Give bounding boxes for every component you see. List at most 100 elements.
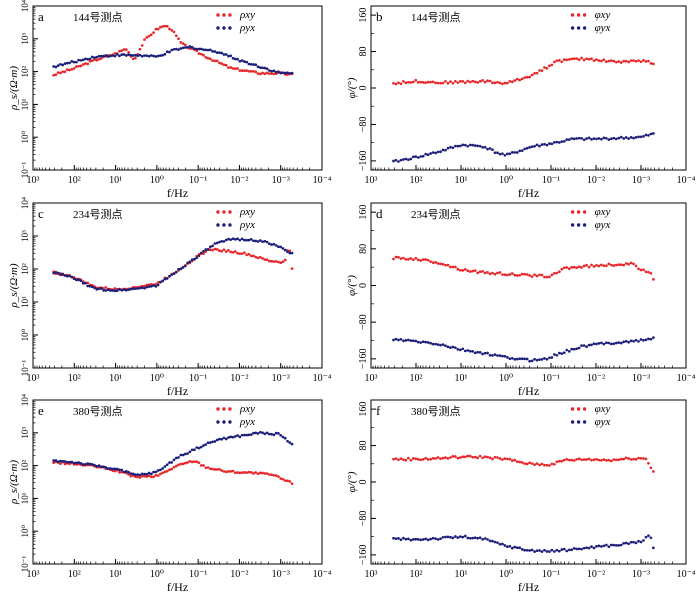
x-tick-label: 10⁰: [499, 373, 513, 384]
data-point: [243, 471, 246, 474]
data-point: [79, 59, 83, 62]
data-point: [190, 448, 194, 452]
data-point: [525, 75, 529, 79]
data-point: [634, 458, 638, 461]
data-point: [580, 136, 583, 140]
x-tick-label: 10⁻¹: [189, 175, 207, 186]
data-point: [523, 147, 527, 151]
data-point: [637, 456, 640, 460]
data-point: [652, 278, 655, 281]
data-point: [458, 456, 462, 459]
data-point: [404, 339, 408, 342]
data-point: [229, 54, 233, 58]
x-tick-label: 10⁻¹: [542, 569, 560, 580]
data-point: [240, 69, 244, 73]
data-point: [202, 53, 205, 57]
data-point: [283, 248, 287, 252]
data-point: [227, 237, 230, 241]
data-point: [434, 457, 437, 460]
data-point: [229, 470, 233, 473]
data-point: [199, 52, 203, 56]
data-point: [449, 145, 452, 149]
data-point: [258, 72, 262, 76]
data-point: [632, 540, 635, 544]
data-point: [481, 538, 484, 541]
data-point: [68, 68, 71, 72]
data-point: [143, 472, 146, 476]
data-point: [471, 455, 475, 459]
y-tick-label: 80: [358, 244, 369, 254]
data-point: [617, 341, 621, 344]
data-point: [208, 245, 212, 249]
data-point: [270, 243, 273, 246]
data-point: [172, 272, 176, 276]
data-point: [647, 270, 650, 274]
data-point: [454, 144, 457, 148]
legend-label: ρyx: [239, 219, 255, 231]
data-point: [431, 151, 435, 154]
data-point: [261, 240, 264, 244]
data-point: [436, 81, 440, 85]
data-point: [208, 441, 212, 444]
data-point: [421, 81, 425, 84]
data-point: [503, 354, 507, 358]
x-tick-label: 10²: [68, 569, 81, 580]
data-point: [434, 261, 437, 264]
data-point: [595, 137, 598, 141]
x-tick-label: 10²: [68, 175, 81, 186]
data-point: [65, 68, 69, 71]
legend-marker: [570, 26, 575, 30]
data-point: [612, 458, 616, 461]
data-point: [510, 80, 514, 84]
series-red: [392, 454, 655, 473]
legend-marker: [222, 407, 226, 411]
data-point: [629, 261, 633, 265]
legend-marker: [216, 223, 220, 227]
data-point: [186, 261, 189, 265]
data-point: [642, 58, 645, 62]
data-point: [140, 286, 144, 290]
data-point: [199, 464, 203, 467]
data-point: [540, 273, 544, 277]
data-point: [550, 462, 554, 466]
data-point: [168, 274, 171, 278]
data-point: [429, 341, 432, 345]
data-point: [277, 432, 280, 435]
data-point: [179, 41, 183, 44]
data-point: [419, 538, 423, 542]
data-point: [451, 455, 455, 458]
data-point: [174, 47, 178, 51]
data-point: [54, 65, 58, 69]
data-point: [587, 265, 591, 269]
y-tick-label: 10¹: [20, 492, 30, 504]
data-point: [607, 458, 611, 462]
x-tick-label: 10⁻⁴: [677, 373, 696, 384]
data-point: [172, 465, 176, 469]
data-point: [240, 433, 244, 437]
data-point: [639, 268, 643, 272]
data-point: [265, 240, 269, 244]
data-point: [268, 432, 271, 436]
data-point: [215, 248, 219, 251]
data-point: [587, 343, 591, 347]
data-point: [627, 60, 630, 64]
data-point: [75, 65, 78, 68]
data-point: [168, 461, 171, 464]
data-point: [597, 544, 601, 548]
data-point: [590, 57, 593, 61]
data-point: [456, 348, 460, 351]
data-point: [565, 138, 569, 141]
data-point: [518, 78, 522, 82]
x-axis-label: f/Hz: [518, 186, 539, 200]
data-point: [213, 50, 217, 53]
data-point: [97, 464, 101, 467]
data-point: [202, 252, 205, 256]
data-point: [190, 258, 194, 262]
data-point: [496, 541, 499, 544]
data-point: [634, 264, 638, 268]
data-point: [113, 467, 117, 471]
data-point: [463, 455, 467, 459]
data-point: [56, 64, 60, 67]
data-point: [587, 457, 591, 461]
data-point: [145, 472, 149, 476]
